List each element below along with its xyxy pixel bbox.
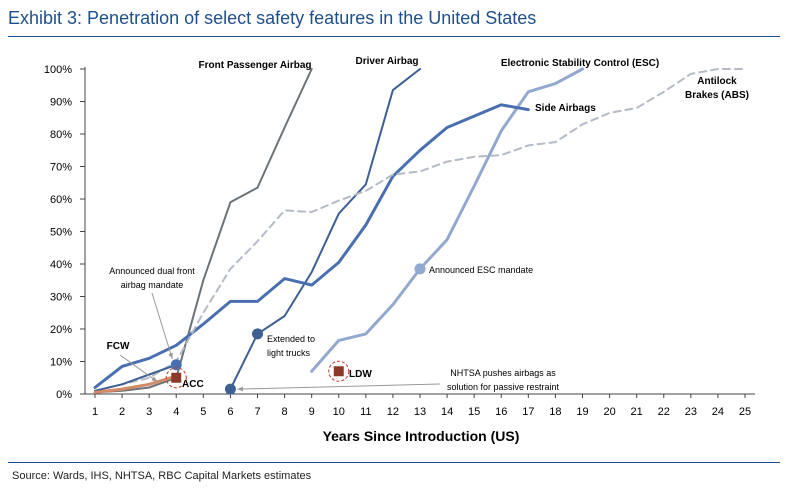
x-tick-label: 22 [658,406,670,418]
annotation-nhtsa-line2: solution for passive restraint [447,382,560,392]
x-tick-label: 11 [360,406,371,418]
y-tick-label: 30% [50,292,72,304]
series-line-front-passenger-airbag [94,68,313,394]
y-tick-label: 70% [50,162,72,174]
y-tick-label: 50% [50,227,72,239]
series-label-abs-line2: Brakes (ABS) [685,90,749,101]
arrow-dual-front-mandate-head [168,352,173,359]
series-label-fcw: FCW [107,341,130,352]
x-tick-label: 19 [576,406,588,418]
series-label-ldw: LDW [349,369,372,380]
x-axis-title: Years Since Introduction (US) [323,428,520,444]
y-tick-label: 80% [50,129,72,141]
series-label-driver-airbag: Driver Airbag [356,56,419,67]
series-line-electronic-stability-control-esc [310,67,584,373]
annotation-light-trucks-line2: light trucks [267,348,311,358]
series-label-abs-line1: Antilock [697,76,737,87]
marker-ldw-ring [328,360,350,382]
x-tick-label: 20 [603,406,615,418]
marker-ldw [333,366,344,377]
marker-acc-ring [165,367,187,389]
marker-announced-dual-front-airbag-mandate [170,359,182,371]
arrow-fcw [119,354,158,383]
x-tick-label: 25 [739,406,751,418]
x-tick-label: 4 [173,406,179,418]
title-divider [8,36,780,37]
x-tick-label: 9 [309,406,315,418]
x-tick-label: 14 [441,406,453,418]
y-tick-label: 100% [44,64,72,76]
series-label-acc: ACC [182,379,204,390]
x-tick-label: 13 [414,406,426,418]
annotation-esc-mandate: Announced ESC mandate [429,265,533,275]
annotation-dual-front-line2: airbag mandate [121,280,184,290]
series-line-acc [93,374,178,394]
footer-divider [8,462,780,463]
x-tick-label: 5 [200,406,206,418]
annotation-nhtsa-line1: NHTSA pushes airbags as [450,368,556,378]
y-tick-label: 40% [50,259,72,271]
series-label-esc: Electronic Stability Control (ESC) [501,58,659,69]
series-line-side-airbags [93,103,530,389]
source-note: Source: Wards, IHS, NHTSA, RBC Capital M… [12,470,312,482]
y-tick-label: 90% [50,97,72,109]
x-tick-label: 16 [495,406,507,418]
series-label-side-airbags: Side Airbags [535,103,596,114]
x-tick-label: 17 [522,406,534,418]
arrow-dual-front-mandate [151,292,173,359]
marker-announced-esc-mandate [414,263,426,275]
series-line-driver-airbag [229,68,421,391]
arrow-nhtsa-passive-restraint-head [237,386,244,392]
y-tick-label: 60% [50,194,72,206]
series-line-fcw [94,363,178,392]
y-tick-label: 10% [50,357,72,369]
x-tick-label: 24 [712,406,724,418]
page-title: Exhibit 3: Penetration of select safety … [8,8,537,28]
marker-nhtsa-pushes-airbags-as-solution-for-passive-restraint [224,383,236,395]
arrow-nhtsa-passive-restraint [237,383,441,390]
penetration-chart: 0%10%20%30%40%50%60%70%80%90%100%1 2 3 4 5 6 7… [44,56,755,444]
x-tick-label: 12 [387,406,399,418]
x-tick-label: 7 [254,406,260,418]
annotation-dual-front-line1: Announced dual front [109,266,195,276]
x-tick-label: 23 [685,406,697,418]
x-tick-label: 10 [333,406,345,418]
annotation-light-trucks-line1: Extended to [267,334,315,344]
x-tick-label: 15 [468,406,480,418]
series-label-front-passenger-airbag: Front Passenger Airbag [199,60,312,71]
series-line-antilock-brakes-abs [94,68,746,392]
x-tick-label: 2 [119,406,125,418]
x-tick-label: 3 [146,406,152,418]
x-tick-label: 6 [227,406,233,418]
y-tick-label: 20% [50,324,72,336]
x-tick-label: 21 [631,406,643,418]
arrow-fcw-head [151,376,158,382]
marker-extended-to-light-trucks [252,328,263,340]
y-tick-label: 0% [56,389,72,401]
marker-acc [171,372,182,383]
x-tick-label: 18 [549,406,561,418]
x-tick-label: 1 [92,406,98,418]
x-tick-label: 8 [282,406,288,418]
